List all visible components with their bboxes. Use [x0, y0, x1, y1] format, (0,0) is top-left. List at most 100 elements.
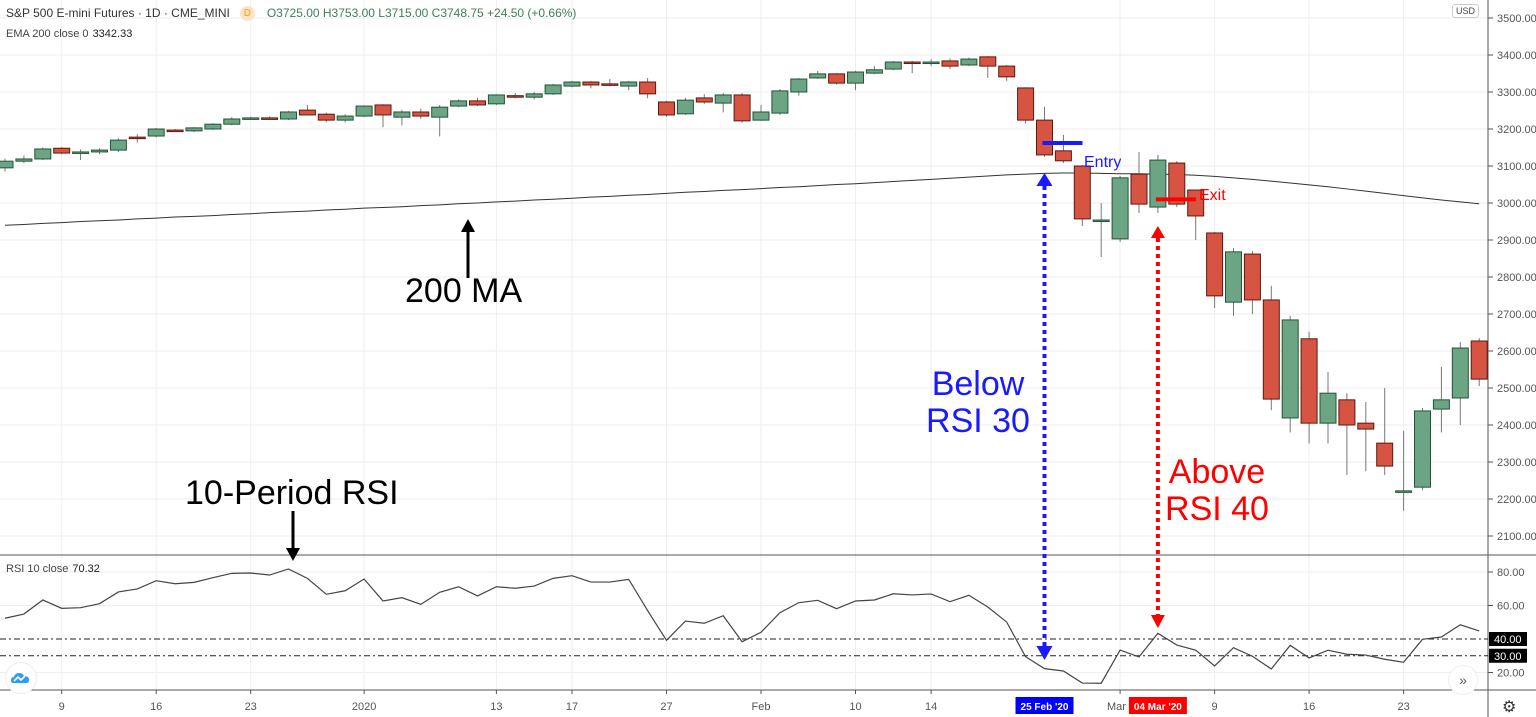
- crosshair-date-label: 04 Mar '20: [1134, 702, 1182, 713]
- price-tick-label: 3100.00: [1497, 161, 1536, 173]
- time-tick-label: 14: [925, 701, 937, 713]
- candle: [1357, 402, 1375, 472]
- candle: [147, 127, 165, 138]
- candle-body: [185, 127, 203, 132]
- candle: [374, 104, 392, 128]
- candle: [1017, 87, 1035, 124]
- candle: [1206, 231, 1224, 309]
- delayed-badge: D: [239, 6, 255, 22]
- candle: [1300, 331, 1318, 444]
- candle-body: [487, 94, 505, 105]
- candle: [828, 73, 846, 85]
- tradingview-logo[interactable]: [5, 662, 37, 694]
- rsi-line: [4, 568, 1480, 684]
- candle: [1470, 338, 1488, 387]
- candle-body: [771, 90, 789, 114]
- candle: [1225, 248, 1242, 316]
- candle: [15, 155, 33, 164]
- candle: [563, 80, 581, 88]
- candle: [223, 117, 241, 126]
- candle-body: [639, 81, 657, 95]
- candle-body: [72, 151, 90, 154]
- candle-body: [922, 61, 940, 65]
- candle: [903, 60, 921, 74]
- candle-body: [998, 65, 1016, 78]
- candle: [979, 56, 997, 78]
- crosshair-date-badge: [1015, 697, 1074, 714]
- candle-body: [601, 83, 619, 86]
- candle: [639, 77, 657, 99]
- candle-body: [1451, 347, 1469, 399]
- candle-body: [525, 93, 543, 98]
- candle-body: [1054, 150, 1072, 162]
- candle: [431, 104, 449, 137]
- arrow-down-icon: [1036, 646, 1053, 660]
- rsi-axis[interactable]: 80.00 60.00 20.00: [1488, 567, 1525, 680]
- price-tick-label: 3300.00: [1497, 87, 1536, 99]
- rsi-tick-label: 60.00: [1497, 601, 1525, 613]
- rsi-tick-label: 80.00: [1497, 567, 1525, 579]
- price-tick-label: 3200.00: [1497, 124, 1536, 136]
- candle-body: [865, 69, 883, 74]
- candle: [487, 94, 505, 105]
- candle: [601, 79, 619, 87]
- candle: [261, 116, 279, 121]
- candle: [336, 114, 354, 123]
- candle-body: [1225, 251, 1242, 303]
- candle: [242, 116, 260, 120]
- candle-body: [884, 61, 902, 70]
- price-axis[interactable]: 3500.00 3400.00 3300.00 3200.00 3100.00 3000.…: [1488, 13, 1536, 543]
- candle: [355, 105, 373, 118]
- candle: [847, 70, 864, 91]
- ma-arrowhead-icon: [461, 219, 475, 232]
- candle-body: [1281, 319, 1299, 419]
- candle-body: [53, 147, 71, 154]
- time-axis[interactable]: 9 16 23 2020 13 17 27 Feb 10 14 Mar 9 16 23 25 Feb '20…: [59, 690, 1410, 714]
- candles: [0, 56, 1488, 511]
- cloud-chart-icon: [11, 673, 29, 683]
- candle: [109, 138, 127, 152]
- candle-body: [261, 117, 279, 120]
- candle: [582, 80, 600, 89]
- candle-body: [147, 128, 165, 137]
- candle-body: [1017, 87, 1035, 121]
- scroll-to-realtime-button[interactable]: »: [1448, 665, 1478, 695]
- ema-legend[interactable]: EMA 200 close 0 3342.33: [6, 28, 132, 40]
- candle-body: [1414, 410, 1431, 488]
- candle: [1111, 175, 1129, 242]
- symbol-header[interactable]: S&P 500 E-mini Futures · 1D · CME_MINI D O…: [6, 6, 576, 22]
- candle-body: [1262, 299, 1280, 400]
- above-line-2: RSI 40: [1165, 490, 1269, 528]
- candle: [733, 93, 751, 123]
- rsi-legend[interactable]: RSI 10 close 70.32: [6, 563, 100, 575]
- price-tick-label: 2500.00: [1497, 383, 1536, 395]
- rsi-value: 70.32: [72, 563, 100, 575]
- candle: [53, 147, 71, 155]
- settings-gear-icon[interactable]: ⚙: [1502, 699, 1517, 716]
- above-rsi-40-annotation: Above RSI 40: [1152, 454, 1282, 528]
- time-tick-label: Feb: [752, 701, 771, 713]
- candle-body: [960, 58, 978, 66]
- candle: [865, 66, 883, 75]
- below-rsi-30-annotation: Below RSI 30: [918, 366, 1038, 440]
- candle-body: [1187, 189, 1205, 217]
- currency-button[interactable]: USD: [1452, 4, 1480, 18]
- arrow-up-icon: [1036, 173, 1053, 186]
- time-tick-label: 23: [1397, 701, 1409, 713]
- time-tick-label: 23: [245, 701, 257, 713]
- candle-body: [544, 84, 562, 95]
- candle: [1338, 393, 1356, 475]
- rsi-level-label: 30.00: [1494, 651, 1522, 663]
- candle: [941, 58, 959, 70]
- time-tick-label: 2020: [352, 701, 376, 713]
- time-tick-label: 9: [1212, 701, 1218, 713]
- candle: [1414, 407, 1431, 491]
- candle: [525, 92, 543, 100]
- symbol-title[interactable]: S&P 500 E-mini Futures · 1D · CME_MINI: [6, 6, 230, 20]
- annotations: [286, 141, 1196, 660]
- candle-body: [1206, 232, 1224, 297]
- rsi-level-label: 40.00: [1494, 634, 1522, 646]
- candle-body: [941, 60, 959, 67]
- ema-200-line: [4, 172, 1480, 226]
